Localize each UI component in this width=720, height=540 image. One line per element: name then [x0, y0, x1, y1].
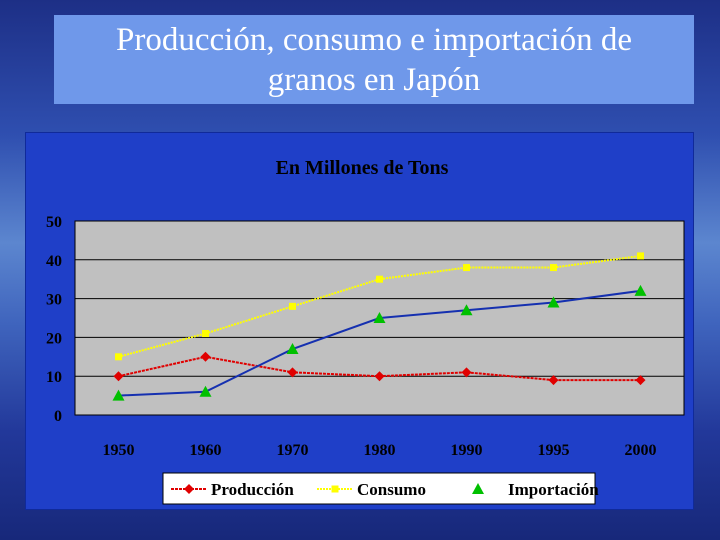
- y-axis-ticks: 0 10 20 30 40 50: [46, 214, 62, 425]
- legend-label: Producción: [211, 480, 294, 499]
- marker-importacion: [286, 343, 299, 355]
- legend-marker-consumo: [331, 485, 339, 493]
- marker-produccion: [287, 367, 298, 378]
- slide-title-line-1: Producción, consumo e importación de: [116, 22, 632, 58]
- marker-consumo: [115, 353, 122, 361]
- x-tick-label: 2000: [625, 442, 657, 459]
- marker-consumo: [637, 252, 644, 260]
- legend: [162, 472, 596, 505]
- y-tick-label: 30: [46, 292, 62, 309]
- marker-produccion: [548, 375, 559, 386]
- marker-produccion: [374, 371, 385, 382]
- x-axis-ticks: 1950 1960 1970 1980 1990 1995 2000: [103, 442, 657, 459]
- marker-produccion: [635, 375, 646, 386]
- marker-consumo: [550, 264, 557, 272]
- legend-label: Consumo: [357, 480, 426, 499]
- line-chart: En Millones de Tons 0 10 20 30 40 50 1950 1960…: [46, 157, 685, 505]
- slide-title-line-2: granos en Japón: [267, 62, 481, 98]
- marker-importacion: [112, 389, 125, 401]
- x-tick-label: 1960: [190, 442, 222, 459]
- legend-marker-produccion: [184, 484, 194, 494]
- marker-consumo: [289, 302, 296, 310]
- chart-panel: En Millones de Tons 0 10 20 30 40 50 1950 1960…: [25, 132, 694, 510]
- marker-produccion: [461, 367, 472, 378]
- marker-importacion: [547, 296, 560, 308]
- x-tick-label: 1950: [103, 442, 135, 459]
- y-tick-label: 20: [46, 330, 62, 347]
- y-tick-label: 0: [54, 408, 62, 425]
- legend-items: Producción Consumo Importación: [171, 480, 599, 499]
- x-tick-label: 1995: [538, 442, 570, 459]
- y-tick-label: 50: [46, 214, 62, 231]
- chart-title: En Millones de Tons: [276, 157, 449, 179]
- y-tick-label: 10: [46, 369, 62, 386]
- marker-importacion: [199, 385, 212, 397]
- marker-importacion: [460, 304, 473, 316]
- legend-marker-importacion: [472, 483, 484, 494]
- marker-importacion: [373, 312, 386, 323]
- y-tick-label: 40: [46, 253, 62, 270]
- x-tick-label: 1980: [364, 442, 396, 459]
- marker-produccion: [113, 371, 124, 382]
- marker-consumo: [202, 330, 209, 338]
- marker-consumo: [376, 275, 383, 283]
- series-markers: [112, 252, 647, 401]
- marker-produccion: [200, 351, 211, 362]
- legend-label: Importación: [508, 480, 599, 499]
- x-tick-label: 1970: [277, 442, 309, 459]
- x-tick-label: 1990: [451, 442, 483, 459]
- marker-importacion: [634, 284, 647, 296]
- slide-title: Producción, consumo e importación de gra…: [54, 15, 694, 104]
- marker-consumo: [463, 264, 470, 272]
